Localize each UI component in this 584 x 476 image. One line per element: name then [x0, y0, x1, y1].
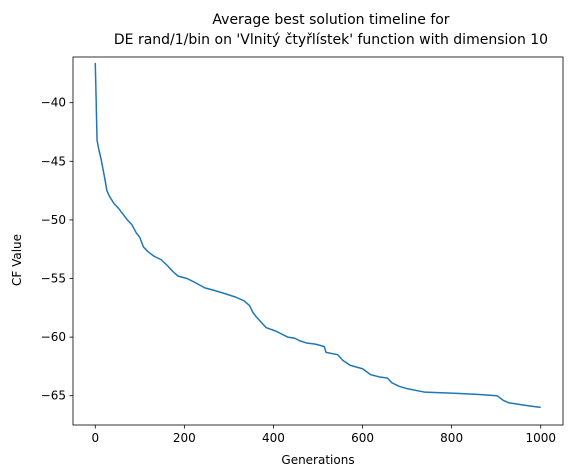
x-tick-label: 0 [91, 431, 99, 445]
plot-area [72, 56, 564, 426]
x-axis-label: Generations [281, 453, 354, 467]
y-axis-label: CF Value [10, 234, 24, 286]
y-tick-label: −65 [41, 389, 66, 403]
x-axis-ticks: 0 200 400 600 800 1000 [91, 425, 556, 445]
x-tick-label: 1000 [525, 431, 556, 445]
series-line-0 [94, 62, 541, 409]
title-line-2: DE rand/1/bin on 'Vlnitý čtyřlístek' fun… [114, 32, 548, 48]
title-line-1: Average best solution timeline for [212, 12, 449, 28]
y-tick-label: −55 [41, 272, 66, 286]
y-tick-label: −40 [41, 96, 66, 110]
x-tick-label: 400 [262, 431, 285, 445]
y-tick-label: −45 [41, 154, 66, 168]
y-axis-ticks: −40 −45 −50 −55 −60 −65 [41, 96, 73, 403]
axes-frame [72, 56, 564, 426]
x-tick-label: 600 [351, 431, 374, 445]
chart-title: Average best solution timeline for DE ra… [114, 12, 548, 48]
y-tick-label: −50 [41, 213, 66, 227]
y-tick-label: −60 [41, 330, 66, 344]
x-tick-label: 200 [173, 431, 196, 445]
x-tick-label: 800 [440, 431, 463, 445]
